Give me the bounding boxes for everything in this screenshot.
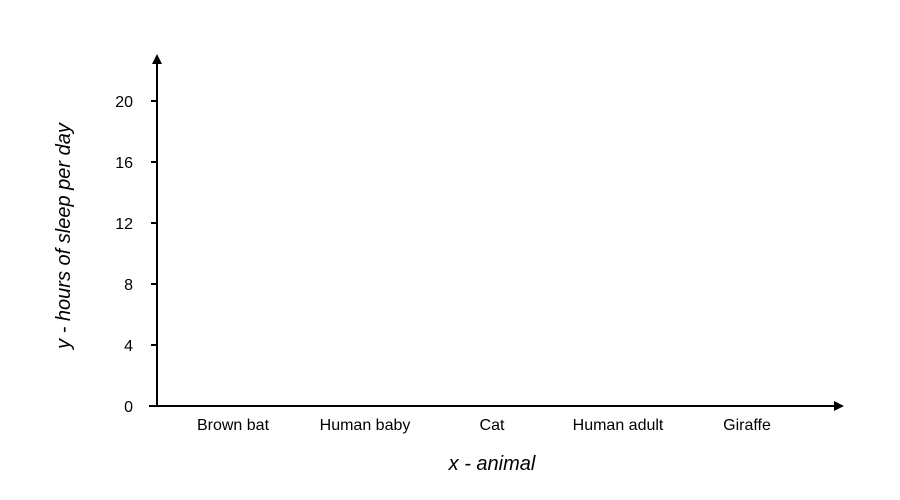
y-tick-label: 8 bbox=[124, 277, 133, 294]
x-axis-title: x - animal bbox=[448, 453, 536, 475]
x-tick-label: Brown bat bbox=[197, 417, 270, 434]
y-tick-label: 4 bbox=[124, 338, 133, 355]
x-tick-label: Cat bbox=[480, 417, 505, 434]
x-tick-label: Giraffe bbox=[723, 417, 771, 434]
y-tick-label: 0 bbox=[124, 399, 133, 416]
y-axis-title: y - hours of sleep per day bbox=[53, 122, 75, 351]
y-tick-label: 12 bbox=[115, 216, 133, 233]
x-tick-label: Human adult bbox=[573, 417, 664, 434]
y-tick-label: 20 bbox=[115, 94, 133, 111]
y-tick-group: 0 4 8 12 16 20 bbox=[115, 94, 157, 416]
y-tick-label: 16 bbox=[115, 155, 133, 172]
x-tick-group: Brown bat Human baby Cat Human adult Giraffe bbox=[197, 417, 771, 434]
x-tick-label: Human baby bbox=[320, 417, 411, 434]
